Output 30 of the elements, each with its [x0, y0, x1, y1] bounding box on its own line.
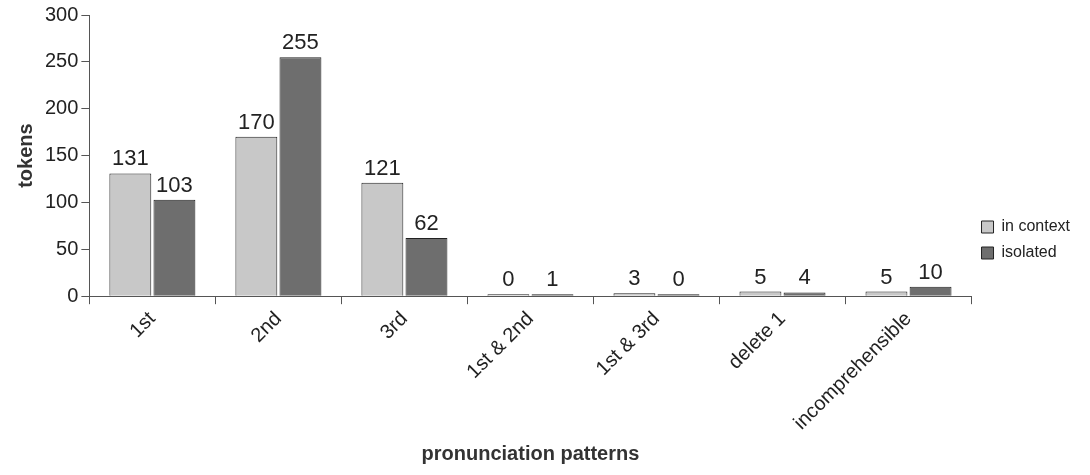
- y-axis-title: tokens: [13, 123, 36, 188]
- data-label: 103: [156, 171, 193, 197]
- y-tick-label: 200: [44, 96, 79, 119]
- x-axis-title: pronunciation patterns: [421, 441, 640, 464]
- legend-label: in context: [1001, 217, 1071, 235]
- x-tick-label: 1st & 2nd: [461, 306, 538, 383]
- x-tick-label: 1st & 3rd: [591, 306, 664, 379]
- y-tick-label: 150: [44, 143, 79, 166]
- data-label: 1: [546, 266, 559, 292]
- data-label: 0: [502, 266, 515, 292]
- y-tick-label: 250: [44, 49, 79, 72]
- x-tick-label: 2nd: [245, 306, 286, 346]
- data-label: 5: [880, 263, 893, 289]
- data-label: 3: [628, 265, 641, 291]
- data-label: 170: [237, 108, 275, 134]
- data-label: 62: [414, 210, 439, 236]
- data-label: 131: [111, 145, 149, 171]
- y-tick-label: 300: [44, 2, 79, 25]
- data-label: 0: [672, 266, 685, 292]
- data-label: 4: [798, 264, 811, 290]
- y-tick-label: 0: [67, 283, 79, 306]
- y-tick-label: 50: [56, 236, 79, 259]
- data-label: 5: [754, 263, 767, 289]
- y-tick-label: 100: [44, 189, 79, 212]
- data-label: 255: [282, 29, 319, 55]
- data-label: 10: [918, 258, 943, 284]
- x-tick-label: 3rd: [375, 306, 412, 343]
- x-tick-label: 1st: [124, 306, 160, 342]
- legend-label: isolated: [1001, 243, 1057, 261]
- data-label: 121: [364, 154, 401, 180]
